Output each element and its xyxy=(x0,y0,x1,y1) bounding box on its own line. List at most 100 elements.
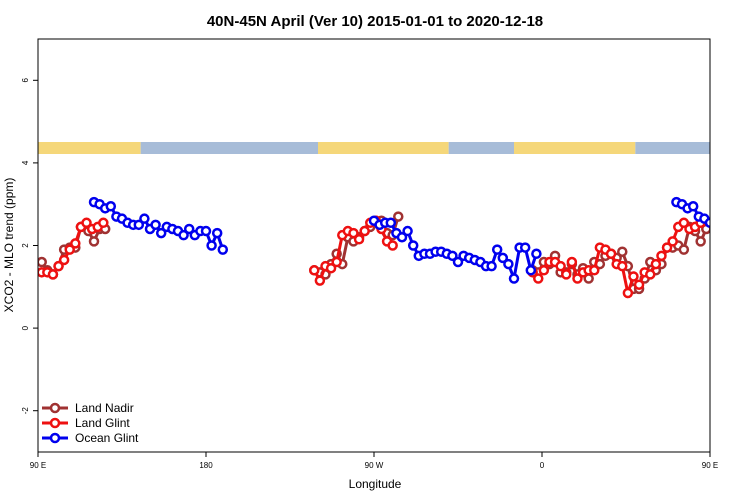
data-point xyxy=(217,244,229,255)
data-point xyxy=(572,273,583,284)
data-point xyxy=(633,279,645,290)
data-point xyxy=(525,265,537,276)
data-point xyxy=(678,217,690,229)
data-point xyxy=(503,258,514,270)
data-point xyxy=(200,225,212,237)
data-point xyxy=(359,225,370,237)
data-point xyxy=(385,217,397,229)
y-tick-label: 4 xyxy=(21,160,30,165)
data-point xyxy=(531,248,542,260)
legend-label: Land Nadir xyxy=(75,401,134,415)
data-point xyxy=(566,256,578,268)
x-axis: 90 E 180 90 W 0 90 E xyxy=(30,452,718,470)
data-point xyxy=(712,221,720,229)
strip-segment-land xyxy=(318,142,449,154)
data-point xyxy=(211,227,223,239)
data-point xyxy=(491,244,503,255)
data-point xyxy=(98,217,109,229)
data-point xyxy=(206,240,217,251)
data-point xyxy=(331,256,342,268)
data-point xyxy=(617,260,628,272)
data-point xyxy=(667,236,678,247)
data-point xyxy=(650,258,662,270)
data-point xyxy=(661,242,673,253)
data-point xyxy=(325,262,337,274)
data-point xyxy=(183,223,195,235)
legend-marker xyxy=(49,417,61,429)
data-point xyxy=(508,273,520,284)
data-point xyxy=(678,244,690,255)
data-point xyxy=(533,273,544,284)
data-point xyxy=(561,269,572,280)
data-point xyxy=(589,265,600,276)
data-point xyxy=(717,221,725,229)
legend-label: Ocean Glint xyxy=(75,431,139,445)
data-point xyxy=(407,240,419,251)
strip-segment-ocean xyxy=(140,142,318,154)
y-tick-label: 0 xyxy=(21,325,30,330)
data-point xyxy=(150,219,161,231)
data-point xyxy=(452,256,464,268)
data-point xyxy=(734,219,742,227)
data-point xyxy=(64,244,75,255)
data-point xyxy=(402,225,413,237)
series-ocean-glint xyxy=(88,196,742,285)
chart-title: 40N-45N April (Ver 10) 2015-01-01 to 202… xyxy=(207,13,543,30)
plot-frame xyxy=(37,38,711,453)
data-point xyxy=(353,234,365,245)
data-point xyxy=(538,265,550,276)
data-point xyxy=(38,256,47,268)
data-point xyxy=(348,227,359,239)
data-point xyxy=(53,260,64,272)
series-layer xyxy=(38,196,742,299)
data-point xyxy=(178,229,189,241)
data-point xyxy=(728,225,736,233)
data-point xyxy=(155,227,167,239)
strip-segment-land xyxy=(38,142,141,154)
legend-item: Land Glint xyxy=(42,416,130,430)
strip-segment-ocean xyxy=(635,142,710,154)
strip-segment-land xyxy=(514,142,636,154)
data-point xyxy=(486,260,497,272)
y-tick-label: 2 xyxy=(21,243,30,248)
data-point xyxy=(605,248,617,260)
data-point xyxy=(617,246,628,257)
data-point xyxy=(628,271,639,282)
data-point xyxy=(519,242,531,253)
data-point xyxy=(58,254,70,266)
data-point xyxy=(133,219,145,231)
data-point xyxy=(396,231,408,243)
x-tick-label: 0 xyxy=(540,461,545,470)
data-point xyxy=(555,260,566,272)
legend-marker xyxy=(49,402,61,414)
data-point xyxy=(139,213,150,224)
legend-label: Land Glint xyxy=(75,416,130,430)
data-point xyxy=(393,211,404,222)
data-point xyxy=(497,252,509,264)
land-ocean-strip xyxy=(38,142,710,154)
strip-segment-ocean xyxy=(448,142,514,154)
legend-item: Ocean Glint xyxy=(42,431,139,445)
data-point xyxy=(622,287,634,299)
data-point xyxy=(656,250,667,262)
x-tick-label: 90 E xyxy=(30,461,46,470)
y-axis-label: XCO2 - MLO trend (ppm) xyxy=(2,178,16,313)
data-point xyxy=(88,236,100,247)
data-point xyxy=(81,217,92,229)
data-point xyxy=(695,236,706,247)
data-point xyxy=(645,269,656,280)
data-point xyxy=(723,215,731,223)
y-axis: -2 0 2 4 6 xyxy=(21,78,38,415)
x-tick-label: 90 E xyxy=(702,461,718,470)
data-point xyxy=(105,201,117,212)
data-point xyxy=(704,217,710,229)
data-point xyxy=(309,265,320,276)
data-point xyxy=(314,275,326,286)
data-point xyxy=(70,238,81,249)
x-axis-label: Longitude xyxy=(349,477,402,491)
y-tick-label: -2 xyxy=(21,407,30,415)
x-tick-label: 90 W xyxy=(365,461,384,470)
data-point xyxy=(387,240,398,251)
